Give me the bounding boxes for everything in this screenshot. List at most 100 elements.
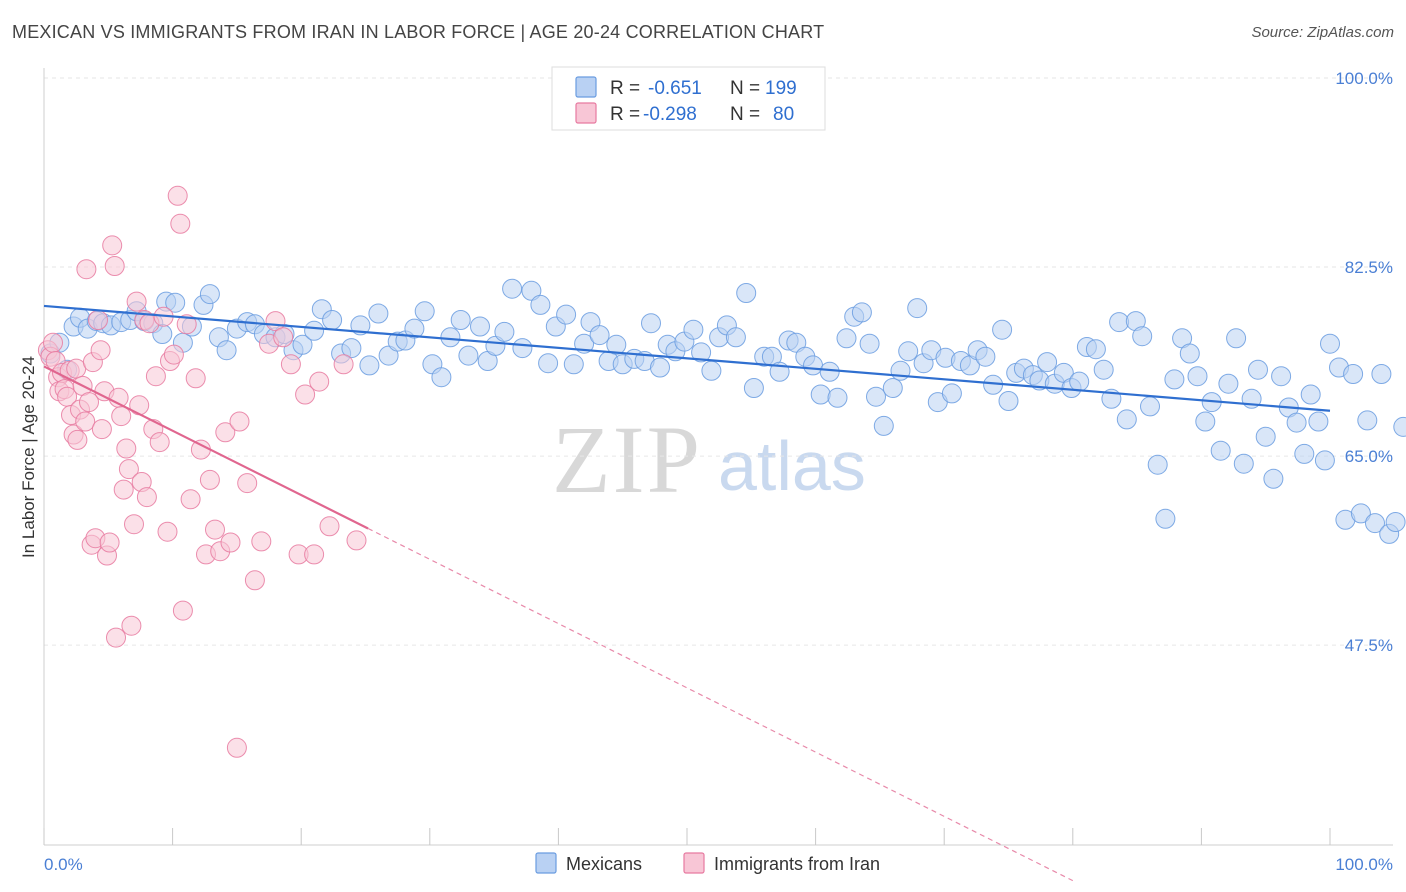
trend-line-iran <box>43 365 369 530</box>
point-iran-64 <box>229 411 250 432</box>
point-mexicans-94 <box>851 302 872 323</box>
point-mexicans-95 <box>859 333 880 354</box>
watermark: ZIP atlas <box>552 406 866 513</box>
point-mexicans-158 <box>1343 364 1364 384</box>
bottom-legend-label-iran: Immigrants from Iran <box>714 854 880 874</box>
point-mexicans-69 <box>641 313 661 334</box>
point-iran-50 <box>163 344 184 365</box>
point-iran-65 <box>237 473 258 494</box>
point-iran-63 <box>220 532 241 553</box>
legend-r-value-1: -0.651 <box>648 78 702 99</box>
point-mexicans-59 <box>556 304 577 325</box>
point-iran-52 <box>170 213 191 234</box>
point-mexicans-56 <box>530 294 551 315</box>
point-mexicans-20 <box>199 284 220 305</box>
point-mexicans-152 <box>1300 384 1321 405</box>
point-mexicans-106 <box>941 383 962 404</box>
point-mexicans-100 <box>898 341 919 362</box>
point-mexicans-79 <box>725 327 746 348</box>
point-iran-60 <box>205 519 225 540</box>
point-iran-36 <box>121 615 142 636</box>
point-mexicans-141 <box>1218 373 1239 394</box>
point-iran-51 <box>167 185 188 206</box>
legend-r-label-1: R = <box>610 78 640 99</box>
correlation-legend: R = -0.651 N = 199 R = -0.298 N = 80 <box>551 66 826 131</box>
point-mexicans-75 <box>691 342 712 363</box>
bottom-legend-swatch-mexicans <box>535 852 557 874</box>
point-iran-73 <box>295 384 316 405</box>
point-mexicans-147 <box>1263 468 1284 489</box>
point-mexicans-76 <box>701 360 722 381</box>
point-mexicans-112 <box>992 319 1013 340</box>
point-mexicans-65 <box>606 334 627 355</box>
point-mexicans-131 <box>1140 396 1160 417</box>
point-iran-35 <box>118 459 139 480</box>
point-iran-48 <box>157 521 178 542</box>
point-mexicans-91 <box>827 387 848 408</box>
point-iran-55 <box>180 489 201 510</box>
point-mexicans-125 <box>1093 359 1114 380</box>
point-mexicans-160 <box>1357 410 1378 431</box>
trend-lines <box>43 304 1331 882</box>
point-mexicans-133 <box>1155 508 1176 529</box>
point-mexicans-134 <box>1164 369 1185 390</box>
point-mexicans-46 <box>440 327 461 348</box>
point-iran-38 <box>126 291 147 312</box>
legend-swatch-mexicans <box>575 76 597 98</box>
point-iran-79 <box>226 737 247 758</box>
point-mexicans-99 <box>890 360 911 381</box>
point-mexicans-162 <box>1371 364 1392 384</box>
x-tick-label-100: 100.0% <box>1335 855 1393 874</box>
point-iran-12 <box>66 358 87 379</box>
point-iran-13 <box>67 429 88 450</box>
point-iran-30 <box>106 627 126 648</box>
point-iran-2 <box>43 332 63 353</box>
series-legend: Mexicans Immigrants from Iran <box>535 852 880 874</box>
x-tick-label-0: 0.0% <box>44 855 83 874</box>
legend-n-label-2: N = <box>730 104 760 125</box>
point-mexicans-89 <box>810 384 831 405</box>
point-mexicans-61 <box>574 333 595 354</box>
point-iran-37 <box>124 514 144 535</box>
point-iran-18 <box>79 392 99 413</box>
point-iran-27 <box>99 532 120 553</box>
point-iran-29 <box>104 256 125 276</box>
point-mexicans-98 <box>882 378 903 398</box>
point-mexicans-124 <box>1085 339 1106 360</box>
point-mexicans-74 <box>683 319 704 340</box>
point-mexicans-70 <box>650 357 670 378</box>
y-tick-label-2: 82.5% <box>1345 258 1393 277</box>
y-axis-title: In Labor Force | Age 20-24 <box>19 356 38 558</box>
point-iran-33 <box>113 479 134 500</box>
point-iran-54 <box>176 314 197 335</box>
point-mexicans-148 <box>1271 366 1292 387</box>
point-mexicans-146 <box>1255 426 1276 447</box>
point-mexicans-138 <box>1195 411 1216 432</box>
point-mexicans-55 <box>521 280 542 301</box>
point-iran-78 <box>346 530 367 551</box>
point-mexicans-118 <box>1037 352 1058 373</box>
trend-line-mexicans <box>43 304 1331 412</box>
axes <box>43 68 1393 846</box>
point-iran-17 <box>76 259 97 280</box>
point-mexicans-43 <box>414 301 435 322</box>
point-mexicans-151 <box>1294 443 1315 464</box>
point-mexicans-35 <box>341 338 362 359</box>
legend-n-value-1: 199 <box>765 78 797 99</box>
point-iran-59 <box>199 469 220 490</box>
point-mexicans-161 <box>1365 513 1385 534</box>
legend-n-label-1: N = <box>730 78 760 99</box>
point-mexicans-37 <box>359 355 380 376</box>
point-iran-39 <box>129 395 150 416</box>
point-mexicans-49 <box>470 316 490 337</box>
point-mexicans-153 <box>1308 411 1329 432</box>
point-iran-32 <box>111 406 132 427</box>
point-mexicans-80 <box>736 283 757 303</box>
point-mexicans-132 <box>1147 454 1168 475</box>
point-iran-74 <box>304 544 325 565</box>
point-mexicans-164 <box>1385 512 1406 532</box>
point-mexicans-92 <box>836 328 857 349</box>
point-mexicans-96 <box>866 386 886 407</box>
point-iran-76 <box>319 516 340 537</box>
